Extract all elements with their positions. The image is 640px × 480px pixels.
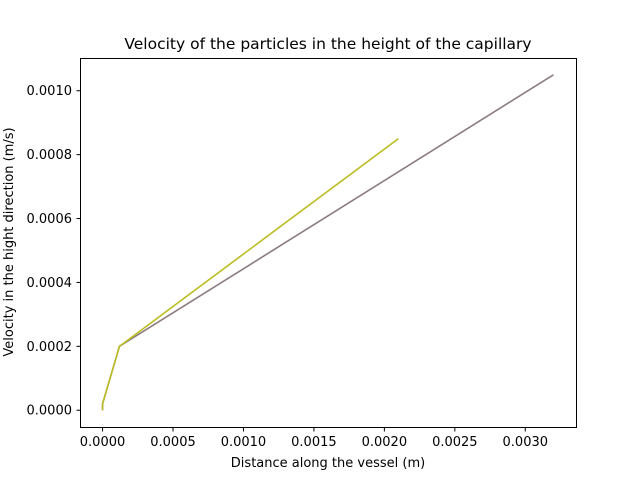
x-axis-ticks: 0.0000 0.0005 0.0010 0.0015 0.0020 0.0025 0.00… <box>80 427 549 450</box>
x-tick-label: 0.0025 <box>432 435 478 450</box>
y-tick-label: 0.0004 <box>27 276 73 291</box>
x-tick-label: 0.0015 <box>291 435 337 450</box>
y-tick-label: 0.0010 <box>27 84 73 99</box>
x-tick-label: 0.0030 <box>503 435 549 450</box>
y-tick-label: 0.0006 <box>27 212 73 227</box>
plot-frame <box>80 58 577 428</box>
y-axis-title: Velocity in the hight direction (m/s) <box>2 127 17 356</box>
y-tick-label: 0.0008 <box>27 148 73 163</box>
series-layer <box>101 74 554 411</box>
chart-title: Velocity of the particles in the height … <box>124 35 531 53</box>
x-tick-label: 0.0005 <box>150 435 196 450</box>
x-axis-title: Distance along the vessel (m) <box>231 456 425 471</box>
x-tick-label: 0.0020 <box>362 435 408 450</box>
x-tick-label: 0.0010 <box>221 435 267 450</box>
plot-area <box>80 58 576 427</box>
y-tick-label: 0.0000 <box>27 404 73 419</box>
series-line-2 <box>101 138 399 411</box>
y-axis-ticks: 0.0000 0.0002 0.0004 0.0006 0.0008 0.0010 <box>27 84 81 419</box>
y-tick-label: 0.0002 <box>27 340 73 355</box>
x-tick-label: 0.0000 <box>80 435 126 450</box>
